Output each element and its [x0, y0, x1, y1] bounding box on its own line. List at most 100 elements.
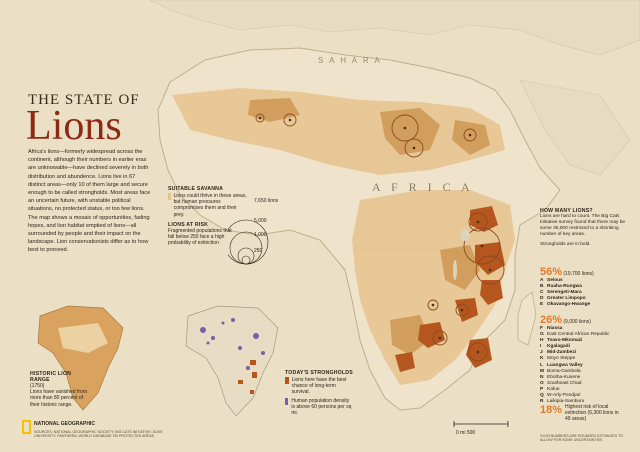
- stronghold-swatch: [285, 377, 289, 384]
- item-code: G: [540, 332, 544, 338]
- item-name: Serengeti-Mara: [547, 290, 582, 296]
- scale-7650: 7,650 lions: [254, 198, 279, 204]
- group-56-pct: 56%: [540, 266, 563, 278]
- item-code: O: [540, 380, 544, 386]
- stronghold-list-item: I Kgalagadi: [540, 344, 636, 350]
- brand-name: NATIONAL GEOGRAPHIC: [34, 421, 95, 427]
- item-code: K: [540, 356, 544, 362]
- stronghold-list-item: B Ruaha-Rungwa: [540, 284, 636, 290]
- circle-size-legend: [228, 219, 269, 265]
- legend-suitable-text: Lions could thrive in these areas, but h…: [173, 193, 247, 218]
- scale-1000: 1,000: [254, 232, 267, 238]
- legend-suitable-heading: SUITABLE SAVANNA: [168, 186, 224, 192]
- item-code: F: [540, 326, 543, 331]
- stronghold-list-item: O Southeast Chad: [540, 381, 636, 387]
- historic-range-inset: [37, 305, 124, 411]
- group-18-text: Highest risk of local extinction (6,300 …: [565, 404, 619, 422]
- scale-bar-label: 0 mi 500: [456, 430, 476, 436]
- legend-today: TODAY'S STRONGHOLDS Lions here have the …: [285, 370, 353, 416]
- footnote: *LION NUMBERS ARE ROUNDED ESTIMATES TO A…: [540, 434, 624, 443]
- nat-geo-logo: [22, 420, 31, 434]
- stronghold-list-item: P Kafue: [540, 387, 636, 393]
- item-name: Luangwa Valley: [547, 362, 583, 368]
- item-code: Q: [540, 393, 544, 399]
- stronghold-list-item: G East Central African Republic: [540, 332, 636, 338]
- today-item1: Lions here have the best chance of long-…: [291, 377, 347, 396]
- stronghold-list-item: F Niassa: [540, 326, 636, 332]
- item-name: Selous: [547, 278, 563, 283]
- historic-heading: HISTORIC LION RANGE: [30, 371, 72, 383]
- item-code: I: [540, 344, 542, 350]
- density-swatch: [285, 397, 289, 405]
- stronghold-list-item: C Serengeti-Mara: [540, 290, 636, 296]
- stronghold-list-item: H Tsavo-Mkomazi: [540, 338, 636, 344]
- how-many-text: Lions are hard to count. The Big Cats In…: [540, 214, 626, 237]
- group-56-count: (19,700 lions): [563, 271, 594, 277]
- item-name: Boma-Gambela: [547, 368, 581, 374]
- stronghold-list-item: N Ebotha-Kunene: [540, 375, 636, 381]
- item-name: Kgalagadi: [547, 344, 570, 350]
- africa-label: A F R I C A: [372, 180, 474, 194]
- how-many-panel: HOW MANY LIONS? Lions are hard to count.…: [540, 208, 636, 247]
- item-code: J: [540, 350, 543, 356]
- how-many-note: Strongholds are in bold.: [540, 242, 591, 247]
- today-item2: Human population density is above 60 per…: [291, 397, 352, 417]
- historic-sub: (1750): [30, 383, 45, 389]
- stronghold-list-item: J Mid-Zambezi: [540, 350, 636, 356]
- item-name: Okavango-Hwange: [547, 302, 591, 308]
- legend-suitable: SUITABLE SAVANNA Lions could thrive in t…: [168, 186, 248, 218]
- sources-text: SOURCES: NATIONAL GEOGRAPHIC SOCIETY; BI…: [34, 430, 163, 439]
- item-code: R: [540, 399, 544, 405]
- today-strongholds-inset: [185, 305, 279, 417]
- stronghold-list-item: L Luangwa Valley: [540, 363, 636, 369]
- item-code: N: [540, 374, 544, 380]
- stronghold-list-item: M Boma-Gambela: [540, 369, 636, 375]
- item-code: L: [540, 362, 543, 368]
- scale-bar: [453, 421, 509, 427]
- legend-risk-heading: LIONS AT RISK: [168, 222, 209, 228]
- item-name: Niassa: [547, 326, 563, 331]
- sahara-label: S A H A R A: [318, 56, 382, 65]
- historic-text: Lions have vanished from more than 80 pe…: [30, 389, 87, 408]
- group-26-pct: 26%: [540, 314, 563, 326]
- stronghold-list-item: Q W-Arly-Pendjari: [540, 393, 636, 399]
- item-code: H: [540, 338, 544, 344]
- item-name: East Central African Republic: [547, 332, 610, 338]
- legend-historic: HISTORIC LION RANGE (1750) Lions have va…: [30, 371, 92, 408]
- item-code: A: [540, 278, 544, 283]
- item-name: W-Arly-Pendjari: [547, 393, 581, 399]
- item-name: Southeast Chad: [547, 380, 582, 386]
- item-name: Ebotha-Kunene: [547, 374, 581, 380]
- item-code: C: [540, 290, 544, 296]
- scale-5000: 5,000: [254, 218, 267, 224]
- legend-risk: LIONS AT RISK Fragmented populations tha…: [168, 222, 236, 247]
- today-heading: TODAY'S STRONGHOLDS: [285, 370, 353, 376]
- group-56-list: A Selous B Ruaha-Rungwa C Serengeti-Mara D Grea…: [540, 278, 636, 308]
- legend-risk-text: Fragmented populations that fall below 2…: [168, 228, 232, 247]
- item-name: Kafue: [547, 386, 560, 392]
- item-name: Laikipia-Samburu: [547, 399, 585, 405]
- scale-250: 250: [254, 248, 263, 254]
- title-kicker: THE STATE OF: [28, 92, 140, 108]
- stronghold-list-item: R Laikipia-Samburu: [540, 399, 636, 405]
- how-many-heading: HOW MANY LIONS?: [540, 208, 593, 214]
- item-code: P: [540, 386, 544, 392]
- item-name: Ruaha-Rungwa: [547, 284, 582, 290]
- group-56: 56% (19,700 lions) A Selous B Ruaha-Rungwa C…: [540, 266, 636, 308]
- item-name: Moyo Steppe: [547, 356, 576, 362]
- stronghold-list-item: A Selous: [540, 278, 636, 284]
- group-18-pct: 18%: [540, 404, 563, 416]
- item-code: M: [540, 368, 544, 374]
- group-26-count: (9,000 lions): [563, 319, 591, 325]
- item-name: Tsavo-Mkomazi: [547, 338, 583, 344]
- item-name: Greater Limpopo: [547, 296, 586, 302]
- intro-text: Africa's lions—formerly widespread acros…: [28, 149, 151, 254]
- stronghold-list-item: D Greater Limpopo: [540, 296, 636, 302]
- group-26: 26% (9,000 lions) F Niassa G East Central A…: [540, 314, 636, 405]
- stronghold-list-item: K Moyo Steppe: [540, 356, 636, 362]
- group-18: 18% Highest risk of local extinction (6,…: [540, 404, 636, 422]
- item-code: E: [540, 302, 544, 308]
- item-name: Mid-Zambezi: [547, 350, 577, 356]
